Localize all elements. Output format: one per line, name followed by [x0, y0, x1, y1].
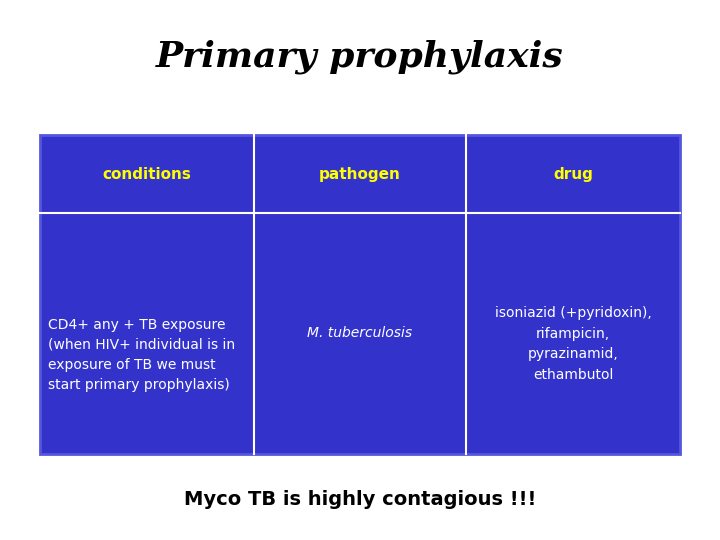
Text: pathogen: pathogen [319, 166, 401, 181]
Text: M. tuberculosis: M. tuberculosis [307, 326, 413, 340]
Bar [40, 135, 680, 454]
Text: CD4+ any + TB exposure
(when HIV+ individual is in
exposure of TB we must
start : CD4+ any + TB exposure (when HIV+ indivi… [48, 318, 235, 392]
Text: isoniazid (+pyridoxin),
rifampicin,
pyrazinamid,
ethambutol: isoniazid (+pyridoxin), rifampicin, pyra… [495, 306, 652, 382]
Text: drug: drug [553, 166, 593, 181]
Text: Myco TB is highly contagious !!!: Myco TB is highly contagious !!! [184, 490, 536, 509]
Text: conditions: conditions [102, 166, 192, 181]
Text: Primary prophylaxis: Primary prophylaxis [156, 39, 564, 74]
